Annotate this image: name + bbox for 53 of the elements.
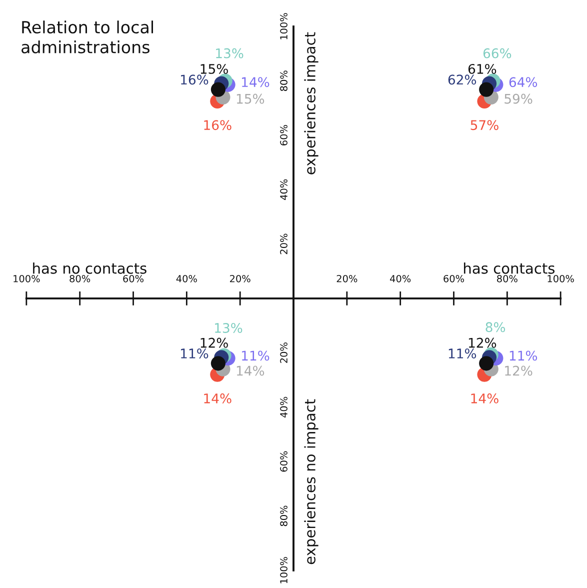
x-tick-label: 100% <box>14 274 40 282</box>
annotation: 12% <box>200 338 228 348</box>
annotation: 57% <box>470 120 498 130</box>
annotation: experiences no impact <box>304 399 318 564</box>
y-tick-label: 40% <box>280 179 288 200</box>
annotation: 11% <box>510 350 538 361</box>
annotation: 13% <box>216 48 244 58</box>
annotation: 61% <box>468 64 496 74</box>
y-tick-label: 60% <box>280 451 288 472</box>
annotation: 64% <box>509 77 538 88</box>
point <box>479 356 494 371</box>
y-tick-label: 20% <box>280 342 288 363</box>
x-tick-label: 40% <box>176 274 197 282</box>
annotation: 59% <box>504 94 532 104</box>
annotation: 11% <box>242 350 270 361</box>
y-tick-label: 80% <box>280 70 288 91</box>
y-tick-label: 100% <box>280 557 288 584</box>
y-tick-label: 80% <box>280 506 288 526</box>
x-tick-label: 20% <box>336 274 358 282</box>
point <box>210 356 226 371</box>
annotation: 12% <box>505 366 532 376</box>
annotation: 8% <box>486 322 506 332</box>
annotation: 66% <box>483 48 512 58</box>
chart-title: Relation to local administrations <box>22 20 153 54</box>
y-tick-label: 40% <box>280 396 288 418</box>
annotation: has contacts <box>464 262 555 274</box>
annotation: 14% <box>236 366 264 376</box>
annotation: 16% <box>181 74 208 85</box>
annotation: 11% <box>181 348 208 358</box>
x-tick-label: 60% <box>444 274 464 282</box>
annotation: 16% <box>204 120 232 130</box>
x-tick-label: 100% <box>548 274 574 282</box>
x-tick-label: 80% <box>70 274 90 282</box>
y-tick-label: 100% <box>280 13 288 40</box>
annotation: 15% <box>236 94 264 104</box>
y-tick-label: 20% <box>280 234 288 254</box>
annotation: 14% <box>471 393 498 404</box>
annotation: 14% <box>204 393 232 404</box>
annotation: 62% <box>448 74 476 85</box>
point <box>210 82 226 97</box>
annotation: 14% <box>242 77 270 88</box>
annotation: 11% <box>448 348 476 358</box>
annotation: experiences impact <box>304 32 318 174</box>
x-tick-label: 60% <box>123 274 144 282</box>
x-tick-label: 20% <box>230 274 250 282</box>
x-tick-label: 80% <box>497 274 518 282</box>
annotation: 15% <box>200 64 228 74</box>
point <box>479 82 494 97</box>
x-tick-label: 40% <box>390 274 411 282</box>
annotation: has no contacts <box>33 262 146 274</box>
annotation: 12% <box>468 338 496 348</box>
y-tick-label: 60% <box>280 124 288 146</box>
annotation: 13% <box>215 322 242 333</box>
